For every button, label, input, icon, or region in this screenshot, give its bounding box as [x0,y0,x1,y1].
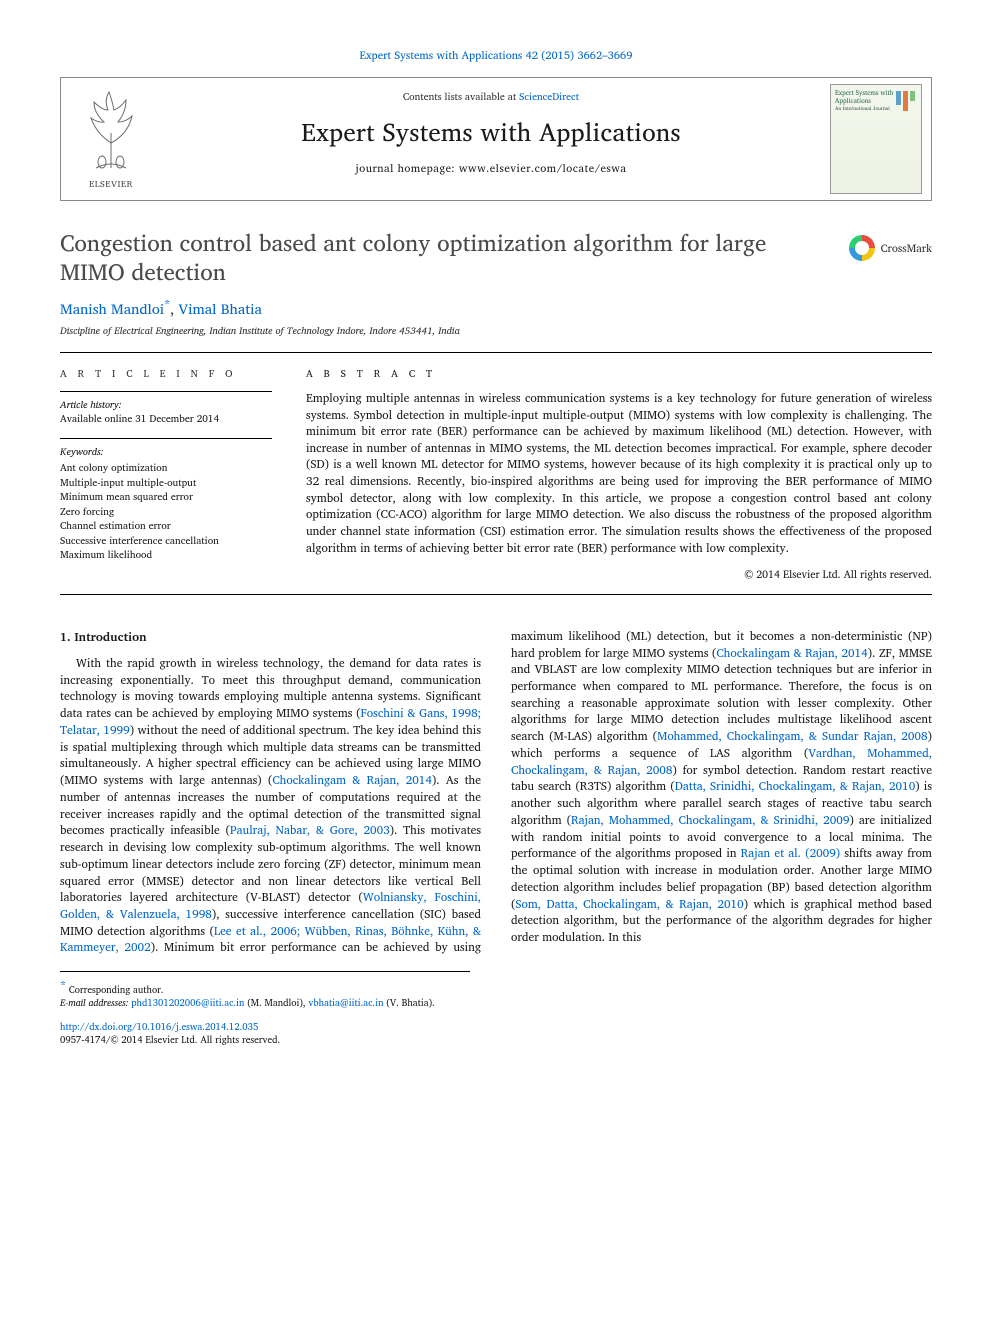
crossmark[interactable]: CrossMark [849,235,932,261]
footnotes: * Corresponding author. E-mail addresses… [60,971,470,1011]
journal-name: Expert Systems with Applications [169,114,813,149]
rule-bottom [60,594,932,595]
title-row: Congestion control based ant colony opti… [60,229,932,287]
keyword: Successive interference cancellation [60,534,272,549]
journal-cover-thumb: Expert Systems with Applications An Inte… [830,84,922,194]
top-citation: Expert Systems with Applications 42 (201… [60,48,932,63]
cover-bars-icon [896,91,915,111]
keywords-block: Keywords: Ant colony optimization Multip… [60,438,272,563]
contents-line: Contents lists available at ScienceDirec… [169,90,813,104]
masthead: ELSEVIER Contents lists available at Sci… [60,77,932,201]
abstract-copyright: © 2014 Elsevier Ltd. All rights reserved… [306,567,932,582]
crossmark-icon [849,235,875,261]
section-heading-1: 1. Introduction [60,629,481,646]
publisher-block: ELSEVIER [61,78,161,200]
keyword: Maximum likelihood [60,548,272,563]
email-label: E-mail addresses: [60,996,131,1011]
corr-mark-icon: * [60,976,66,995]
history-value: Available online 31 December 2014 [60,412,272,426]
sciencedirect-link[interactable]: ScienceDirect [519,89,579,105]
authors: Manish Mandloi*, Vimal Bhatia [60,297,932,320]
abstract-heading: A B S T R A C T [306,367,932,381]
publisher-label: ELSEVIER [76,178,146,191]
keyword: Multiple-input multiple-output [60,476,272,491]
history-label: Article history: [60,398,272,412]
article-history: Article history: Available online 31 Dec… [60,391,272,426]
keyword: Channel estimation error [60,519,272,534]
abstract-text: Employing multiple antennas in wireless … [306,391,932,557]
abstract-col: A B S T R A C T Employing multiple anten… [306,367,932,582]
top-citation-link[interactable]: Expert Systems with Applications 42 (201… [360,46,633,64]
email-who-1: (M. Mandloi), [244,996,308,1011]
email-who-2: (V. Bhatia). [383,996,434,1011]
article-info-heading: A R T I C L E I N F O [60,367,272,381]
crossmark-label: CrossMark [881,241,932,256]
keyword: Minimum mean squared error [60,490,272,505]
page: Expert Systems with Applications 42 (201… [0,0,992,1088]
journal-homepage-url: www.elsevier.com/locate/eswa [459,159,627,177]
contents-prefix: Contents lists available at [403,89,519,105]
masthead-center: Contents lists available at ScienceDirec… [161,78,821,200]
elsevier-tree-icon [76,88,146,178]
body-columns: 1. Introduction With the rapid growth in… [60,629,932,957]
email-link-1[interactable]: phd1301202006@iiti.ac.in [131,996,244,1011]
email-line: E-mail addresses: phd1301202006@iiti.ac.… [60,998,470,1011]
keywords-list: Ant colony optimization Multiple-input m… [60,461,272,563]
keyword: Ant colony optimization [60,461,272,476]
affiliation: Discipline of Electrical Engineering, In… [60,324,932,338]
cover-thumb-wrap: Expert Systems with Applications An Inte… [821,78,931,200]
article-info-col: A R T I C L E I N F O Article history: A… [60,367,272,582]
keywords-label: Keywords: [60,445,272,459]
issn-copyright: 0957-4174/© 2014 Elsevier Ltd. All right… [60,1034,932,1047]
keyword: Zero forcing [60,505,272,520]
body-paragraph: With the rapid growth in wireless techno… [60,629,932,957]
article-title: Congestion control based ant colony opti… [60,229,833,287]
info-abstract-row: A R T I C L E I N F O Article history: A… [60,353,932,594]
journal-homepage-label: journal homepage: [356,159,459,177]
author-link-2[interactable]: Vimal Bhatia [178,298,262,321]
author-link-1[interactable]: Manish Mandloi [60,298,164,321]
corresponding-author-note: * Corresponding author. [60,978,470,998]
email-link-2[interactable]: vbhatia@iiti.ac.in [308,996,383,1011]
journal-homepage: journal homepage: www.elsevier.com/locat… [169,161,813,176]
doi-block: http://dx.doi.org/10.1016/j.eswa.2014.12… [60,1021,932,1048]
